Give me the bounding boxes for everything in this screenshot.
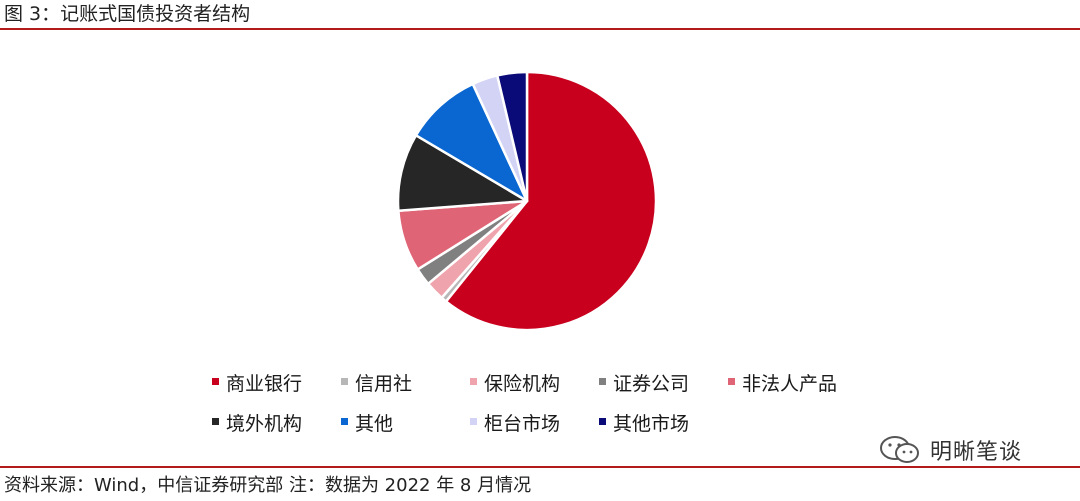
legend-label: 商业银行 <box>226 373 302 395</box>
legend-swatch <box>728 378 735 385</box>
pie-slices <box>396 70 658 332</box>
legend-label: 境外机构 <box>226 413 302 435</box>
legend-swatch <box>470 378 477 385</box>
legend-label: 信用社 <box>355 373 412 395</box>
pie-slice-1 <box>444 70 658 332</box>
pie-slice-9 <box>496 70 529 203</box>
legend-item-5: 非法人产品 <box>728 373 837 395</box>
source-note: 资料来源：Wind，中信证券研究部 注：数据为 2022 年 8 月情况 <box>4 475 532 496</box>
legend-swatch <box>599 418 606 425</box>
legend-label: 其他 <box>355 413 393 435</box>
legend-item-3: 保险机构 <box>470 373 560 395</box>
legend-item-2: 信用社 <box>341 373 412 395</box>
pie-slice-7 <box>414 82 529 203</box>
legend-label: 证券公司 <box>613 373 689 395</box>
legend-swatch <box>341 378 348 385</box>
legend-label: 非法人产品 <box>742 373 837 395</box>
pie-slice-6 <box>396 134 529 212</box>
legend-swatch <box>212 418 219 425</box>
watermark: 明晰笔谈 <box>878 434 1022 466</box>
legend-swatch <box>470 418 477 425</box>
legend-swatch <box>341 418 348 425</box>
legend-swatch <box>212 378 219 385</box>
title-rule <box>0 28 1080 30</box>
legend-item-1: 商业银行 <box>212 373 302 395</box>
figure-title: 图 3：记账式国债投资者结构 <box>4 3 251 25</box>
legend-item-9: 其他市场 <box>599 413 689 435</box>
watermark-text: 明晰笔谈 <box>930 440 1023 465</box>
legend-item-8: 柜台市场 <box>470 413 560 435</box>
legend-item-7: 其他 <box>341 413 393 435</box>
wechat-icon <box>880 436 919 463</box>
legend-item-6: 境外机构 <box>212 413 302 435</box>
legend-label: 其他市场 <box>613 413 689 435</box>
legend-swatch <box>599 378 606 385</box>
legend-item-4: 证券公司 <box>599 373 689 395</box>
legend-label: 柜台市场 <box>484 413 560 435</box>
source-rule <box>0 466 1080 468</box>
legend-label: 保险机构 <box>484 373 560 395</box>
